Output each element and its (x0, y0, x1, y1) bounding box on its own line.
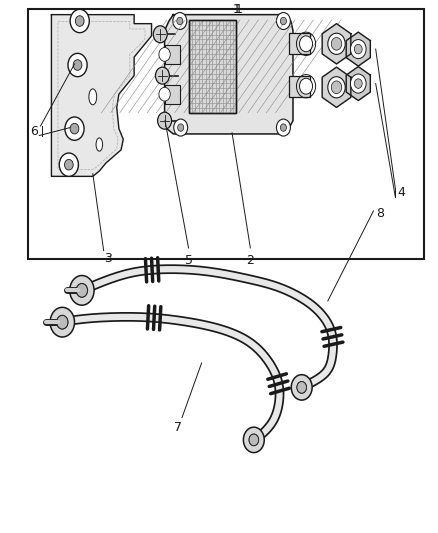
Circle shape (331, 81, 342, 94)
Bar (289, 33, 311, 54)
Circle shape (65, 117, 84, 140)
Circle shape (297, 382, 307, 393)
Circle shape (153, 26, 167, 43)
Circle shape (280, 124, 286, 131)
Polygon shape (322, 23, 351, 64)
Circle shape (276, 12, 290, 29)
Circle shape (178, 124, 184, 131)
Circle shape (331, 37, 342, 50)
Polygon shape (165, 14, 293, 134)
Circle shape (159, 87, 170, 101)
Bar (188, 20, 237, 113)
Circle shape (291, 375, 312, 400)
Bar (28, 10, 424, 259)
Circle shape (328, 33, 345, 54)
Circle shape (249, 434, 258, 446)
Circle shape (70, 10, 89, 33)
Circle shape (57, 316, 68, 329)
Circle shape (249, 434, 258, 446)
Circle shape (280, 17, 286, 25)
Circle shape (76, 284, 88, 297)
Polygon shape (346, 67, 371, 101)
Circle shape (350, 74, 366, 93)
Circle shape (159, 47, 170, 61)
Text: 4: 4 (397, 186, 405, 199)
Circle shape (57, 316, 68, 329)
Polygon shape (51, 14, 152, 176)
Circle shape (64, 159, 73, 170)
Circle shape (50, 308, 74, 337)
Polygon shape (322, 67, 351, 108)
Text: 6: 6 (30, 125, 38, 138)
Circle shape (158, 112, 172, 129)
Circle shape (300, 78, 313, 94)
Circle shape (354, 79, 362, 88)
Polygon shape (346, 32, 371, 66)
Circle shape (354, 44, 362, 54)
Bar (165, 45, 180, 64)
Text: 8: 8 (377, 207, 385, 220)
Circle shape (300, 36, 313, 52)
Circle shape (174, 119, 187, 136)
Bar (289, 76, 311, 97)
Circle shape (276, 119, 290, 136)
Text: 5: 5 (184, 254, 193, 268)
Circle shape (59, 153, 78, 176)
Bar (165, 85, 180, 104)
Ellipse shape (96, 138, 102, 151)
Circle shape (173, 12, 187, 29)
Bar (188, 20, 237, 113)
Circle shape (70, 123, 79, 134)
Text: 3: 3 (104, 252, 112, 265)
Text: 2: 2 (247, 254, 254, 268)
Circle shape (177, 17, 183, 25)
Text: 1: 1 (235, 3, 243, 16)
Circle shape (75, 15, 84, 26)
Circle shape (76, 284, 88, 297)
Circle shape (297, 382, 307, 393)
Circle shape (328, 77, 345, 98)
Text: 7: 7 (173, 421, 182, 434)
Circle shape (73, 60, 82, 70)
Ellipse shape (89, 89, 97, 105)
Circle shape (350, 39, 366, 59)
Circle shape (68, 53, 87, 77)
Circle shape (155, 67, 170, 84)
Circle shape (70, 276, 94, 305)
Text: 1: 1 (233, 3, 240, 16)
Circle shape (244, 427, 264, 453)
